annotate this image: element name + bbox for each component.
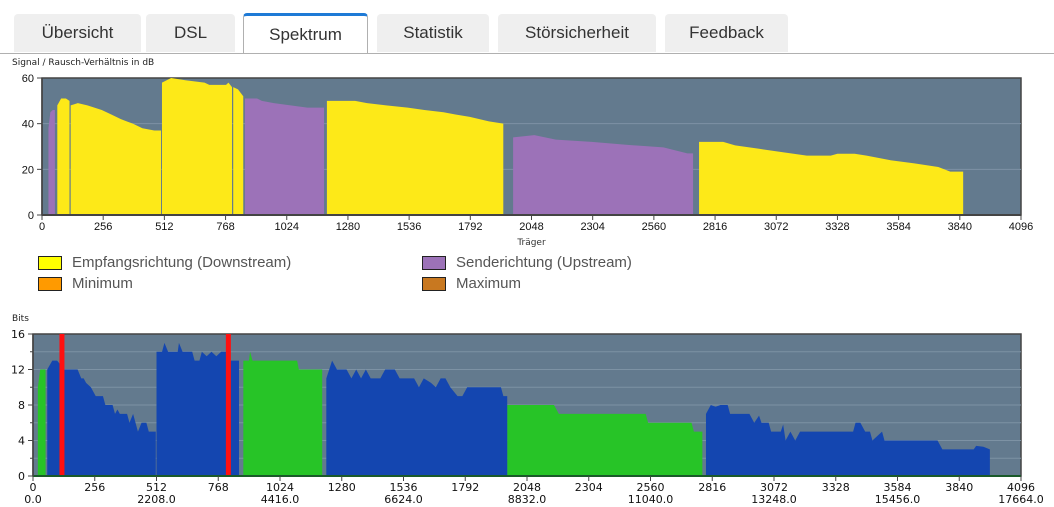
tab-feedback[interactable]: Feedback bbox=[665, 14, 788, 52]
x-tick-label: 4096 bbox=[1007, 481, 1035, 494]
x-tick-label-frequency: 6624.0 bbox=[384, 493, 423, 506]
x-tick-label: 2816 bbox=[703, 221, 727, 233]
series-1-segment-0 bbox=[57, 98, 70, 215]
y-tick-label: 40 bbox=[22, 119, 34, 131]
y-tick-label: 12 bbox=[11, 364, 25, 377]
series-1-segment-3 bbox=[233, 87, 244, 215]
tab-stoersicherheit[interactable]: Störsicherheit bbox=[498, 14, 656, 52]
legend-label: Senderichtung (Upstream) bbox=[456, 254, 632, 271]
y-tick-label: 0 bbox=[18, 470, 25, 483]
x-tick-label: 1792 bbox=[458, 221, 482, 233]
x-tick-label: 0 bbox=[39, 221, 45, 233]
x-tick-label: 2304 bbox=[580, 221, 604, 233]
x-tick-label: 3328 bbox=[825, 221, 849, 233]
y-tick-label: 8 bbox=[18, 399, 25, 412]
x-tick-label: 2560 bbox=[642, 221, 666, 233]
y-tick-label: 16 bbox=[11, 328, 25, 341]
legend-minimum: Minimum bbox=[38, 275, 133, 292]
tab-bar: Übersicht DSL Spektrum Statistik Störsic… bbox=[0, 0, 1054, 54]
legend-swatch-maximum bbox=[422, 276, 446, 291]
x-tick-label-frequency: 8832.0 bbox=[508, 493, 547, 506]
x-tick-label-frequency: 2208.0 bbox=[137, 493, 176, 506]
x-tick-label: 768 bbox=[216, 221, 234, 233]
x-tick-label: 0 bbox=[30, 481, 37, 494]
x-tick-label: 1024 bbox=[275, 221, 299, 233]
x-tick-label: 3072 bbox=[760, 481, 788, 494]
series-1-segment-1 bbox=[70, 103, 162, 215]
x-tick-label: 3584 bbox=[884, 481, 912, 494]
x-tick-label: 512 bbox=[146, 481, 167, 494]
bits-chart-title: Bits bbox=[12, 314, 29, 324]
marker-line-1 bbox=[225, 334, 231, 476]
x-tick-label: 3840 bbox=[945, 481, 973, 494]
series-1-segment-4 bbox=[326, 100, 504, 215]
x-tick-label: 1280 bbox=[328, 481, 356, 494]
tab-uebersicht[interactable]: Übersicht bbox=[14, 14, 141, 52]
x-tick-label: 256 bbox=[94, 221, 112, 233]
legend-swatch-upstream bbox=[422, 255, 446, 270]
x-tick-label: 2560 bbox=[637, 481, 665, 494]
series-1-segment-1 bbox=[156, 342, 239, 476]
x-tick-label-frequency: 15456.0 bbox=[875, 493, 921, 506]
x-tick-label-frequency: 4416.0 bbox=[261, 493, 300, 506]
legend-swatch-minimum bbox=[38, 276, 62, 291]
legend-label: Maximum bbox=[456, 275, 522, 292]
x-tick-label: 3328 bbox=[822, 481, 850, 494]
series-1-segment-5 bbox=[699, 141, 964, 215]
tab-dsl[interactable]: DSL bbox=[146, 14, 235, 52]
x-tick-label: 1792 bbox=[451, 481, 479, 494]
series-0-segment-2 bbox=[507, 405, 703, 476]
series-0-segment-2 bbox=[513, 135, 694, 215]
x-tick-label: 512 bbox=[155, 221, 173, 233]
x-tick-label: 256 bbox=[84, 481, 105, 494]
x-tick-label: 3072 bbox=[764, 221, 788, 233]
y-tick-label: 60 bbox=[22, 73, 34, 85]
x-tick-label: 1536 bbox=[390, 481, 418, 494]
x-tick-label: 3584 bbox=[886, 221, 910, 233]
x-tick-label: 768 bbox=[208, 481, 229, 494]
legend-upstream: Senderichtung (Upstream) bbox=[422, 254, 632, 271]
x-tick-label: 1280 bbox=[336, 221, 360, 233]
x-tick-label-frequency: 11040.0 bbox=[628, 493, 674, 506]
series-1-segment-2 bbox=[326, 360, 508, 476]
x-tick-label: 2048 bbox=[519, 221, 543, 233]
legend-label: Empfangsrichtung (Downstream) bbox=[72, 254, 292, 271]
series-0-segment-0 bbox=[37, 369, 46, 476]
series-1-segment-2 bbox=[161, 78, 233, 215]
series-0-segment-1 bbox=[243, 351, 323, 476]
x-tick-label-frequency: 13248.0 bbox=[751, 493, 797, 506]
x-tick-label: 2304 bbox=[575, 481, 603, 494]
y-tick-label: 4 bbox=[18, 435, 25, 448]
x-tick-label-frequency: 17664.0 bbox=[998, 493, 1044, 506]
x-tick-label: 1024 bbox=[266, 481, 294, 494]
series-0-segment-1 bbox=[244, 98, 325, 215]
legend-swatch-downstream bbox=[38, 255, 62, 270]
x-axis-label: Träger bbox=[516, 238, 546, 248]
x-tick-label: 2048 bbox=[513, 481, 541, 494]
snr-chart-title: Signal / Rausch-Verhältnis in dB bbox=[12, 58, 155, 68]
series-0-segment-0 bbox=[48, 109, 55, 215]
legend-maximum: Maximum bbox=[422, 275, 521, 292]
series-1-segment-0 bbox=[47, 360, 156, 476]
x-tick-label: 2816 bbox=[698, 481, 726, 494]
legend-downstream: Empfangsrichtung (Downstream) bbox=[38, 254, 291, 271]
x-tick-label-frequency: 0.0 bbox=[24, 493, 42, 506]
tab-spektrum[interactable]: Spektrum bbox=[243, 13, 368, 53]
tab-statistik[interactable]: Statistik bbox=[377, 14, 489, 52]
x-tick-label: 1536 bbox=[397, 221, 421, 233]
y-tick-label: 20 bbox=[22, 164, 34, 176]
y-tick-label: 0 bbox=[28, 210, 34, 222]
marker-line-0 bbox=[59, 334, 65, 476]
legend-label: Minimum bbox=[72, 275, 133, 292]
x-tick-label: 3840 bbox=[948, 221, 972, 233]
x-tick-label: 4096 bbox=[1009, 221, 1033, 233]
series-1-segment-3 bbox=[705, 405, 990, 476]
